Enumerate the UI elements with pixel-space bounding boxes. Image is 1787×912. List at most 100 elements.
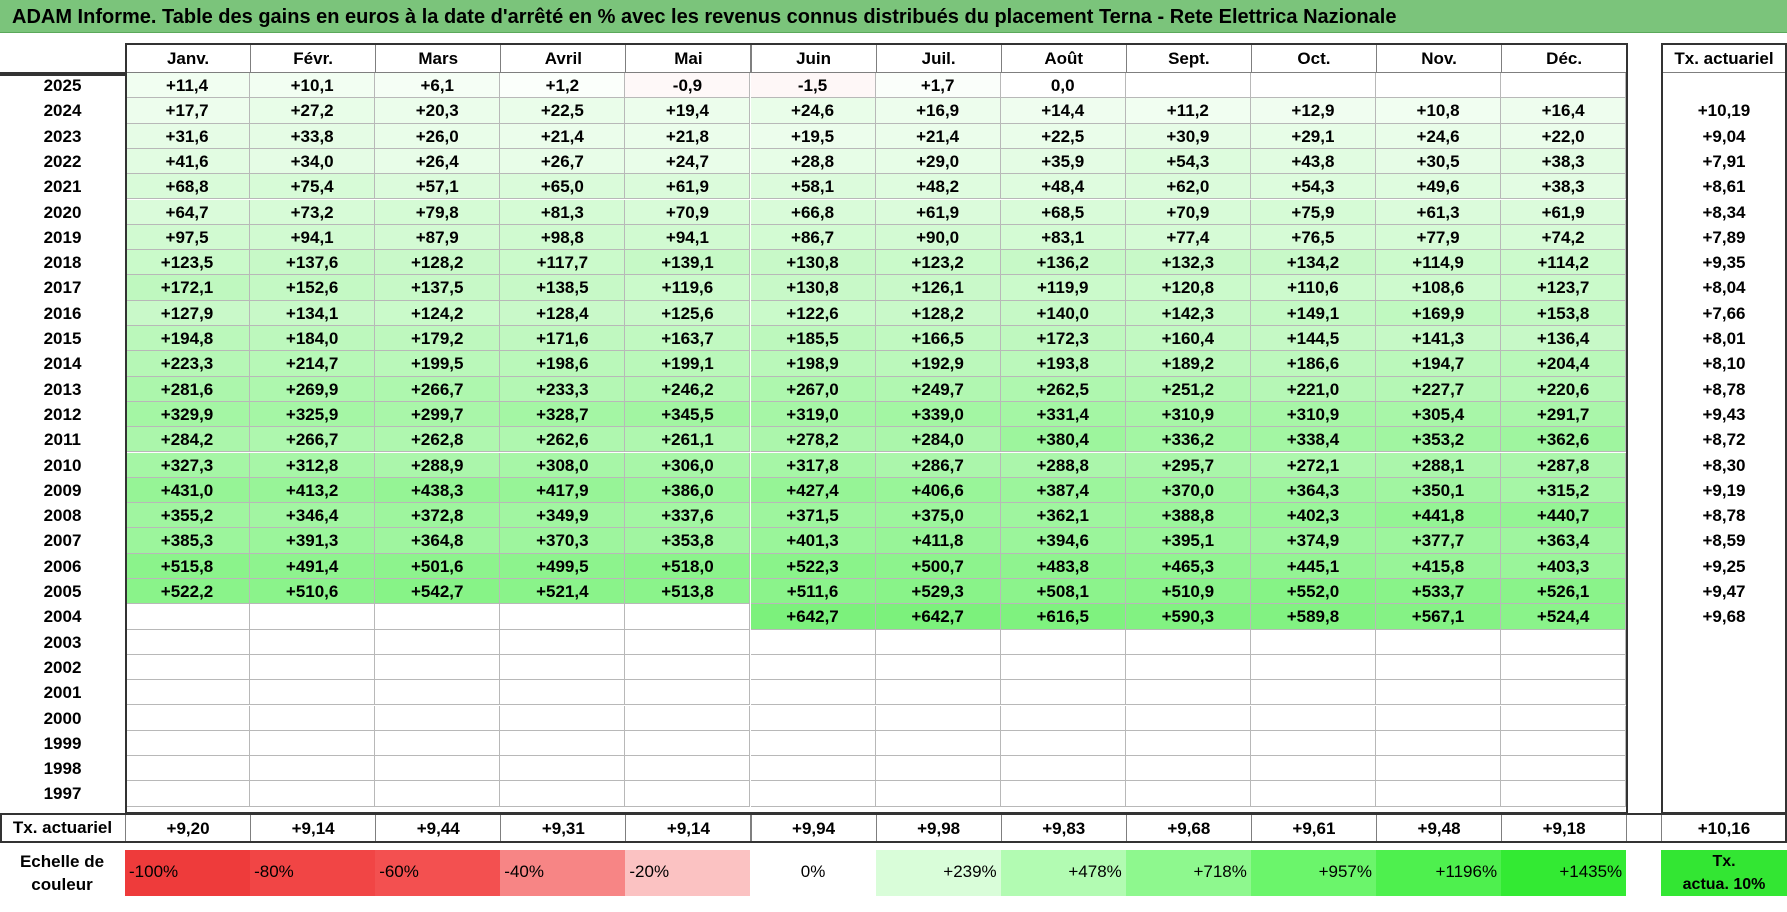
- table-cell: +542,7: [375, 579, 501, 605]
- table-cell: +49,6: [1376, 174, 1502, 200]
- table-cell: [750, 756, 876, 782]
- table-cell: +281,6: [125, 376, 251, 402]
- footer-cell: +9,61: [1250, 812, 1377, 843]
- table-cell: [125, 680, 251, 706]
- table-cell: +372,8: [375, 503, 501, 529]
- table-cell: +62,0: [1125, 174, 1251, 200]
- table-cell: +34,0: [250, 148, 376, 175]
- table-cell: +65,0: [500, 174, 626, 200]
- table-cell: [1501, 705, 1627, 731]
- table-cell: +526,1: [1501, 579, 1627, 605]
- table-cell: +350,1: [1376, 477, 1502, 504]
- table-cell: [375, 730, 501, 757]
- table-cell: +19,5: [750, 123, 876, 149]
- legend-actua-line2: actua. 10%: [1682, 876, 1766, 893]
- table-cell: +38,3: [1501, 148, 1627, 175]
- year-label: 2001: [43, 683, 82, 703]
- table-cell: +221,0: [1250, 376, 1376, 402]
- table-cell: [1376, 680, 1502, 706]
- table-cell: +21,8: [625, 123, 751, 149]
- table-cell: [1125, 629, 1251, 655]
- table-cell: +198,6: [500, 351, 626, 377]
- table-cell: +385,3: [125, 528, 251, 554]
- legend-actua-line1: Tx.: [1712, 853, 1736, 870]
- month-header: Oct.: [1250, 43, 1377, 73]
- table-cell: +319,0: [750, 401, 876, 428]
- table-cell: [750, 781, 876, 807]
- footer-cell: +9,31: [500, 812, 627, 843]
- legend-swatch: +478%: [1000, 850, 1126, 896]
- table-cell: +445,1: [1250, 553, 1376, 579]
- table-cell: +590,3: [1125, 604, 1251, 630]
- table-cell: +10,1: [250, 73, 376, 99]
- tx-cell: +9,25: [1702, 556, 1746, 576]
- legend-swatch: -60%: [375, 850, 501, 896]
- table-cell: +325,9: [250, 401, 376, 428]
- table-cell: +465,3: [1125, 553, 1251, 579]
- year-label: 2007: [43, 531, 82, 551]
- table-cell: [1501, 629, 1627, 655]
- table-cell: +119,6: [625, 275, 751, 301]
- table-cell: +287,8: [1501, 452, 1627, 478]
- table-cell: +26,7: [500, 148, 626, 175]
- table-cell: +220,6: [1501, 376, 1627, 402]
- table-cell: +362,1: [1000, 503, 1126, 529]
- table-cell: +94,1: [625, 224, 751, 251]
- table-cell: -1,5: [750, 73, 876, 99]
- table-cell: +413,2: [250, 477, 376, 504]
- table-cell: +284,2: [125, 427, 251, 453]
- table-cell: +194,7: [1376, 351, 1502, 377]
- table-cell: [375, 705, 501, 731]
- table-cell: +54,3: [1250, 174, 1376, 200]
- table-cell: [750, 629, 876, 655]
- year-label: 2016: [43, 303, 82, 323]
- table-cell: +345,5: [625, 401, 751, 428]
- table-cell: +22,5: [500, 98, 626, 124]
- table-cell: [1125, 756, 1251, 782]
- table-cell: [1000, 781, 1126, 807]
- table-cell: +122,6: [750, 300, 876, 326]
- table-cell: [1125, 73, 1251, 99]
- table-cell: +251,2: [1125, 376, 1251, 402]
- table-cell: +128,2: [875, 300, 1001, 326]
- table-cell: +315,2: [1501, 477, 1627, 504]
- table-cell: +33,8: [250, 123, 376, 149]
- footer-tx: +10,16: [1661, 812, 1787, 843]
- year-label: 2008: [43, 506, 82, 526]
- table-cell: [125, 781, 251, 807]
- legend-label-line1: Echelle de: [19, 852, 105, 871]
- table-cell: +518,0: [625, 553, 751, 579]
- table-cell: +184,0: [250, 326, 376, 352]
- table-cell: +524,4: [1501, 604, 1627, 630]
- table-cell: +513,8: [625, 579, 751, 605]
- table-cell: [500, 680, 626, 706]
- table-cell: [625, 654, 751, 681]
- table-cell: +388,8: [1125, 503, 1251, 529]
- table-cell: +134,1: [250, 300, 376, 326]
- legend-label-line2: couleur: [31, 875, 93, 894]
- table-cell: +483,8: [1000, 553, 1126, 579]
- table-cell: [875, 705, 1001, 731]
- table-cell: +394,6: [1000, 528, 1126, 554]
- table-cell: [750, 654, 876, 681]
- table-cell: [500, 756, 626, 782]
- legend-swatch: +957%: [1250, 850, 1376, 896]
- table-cell: [1501, 680, 1627, 706]
- table-cell: +364,3: [1250, 477, 1376, 504]
- table-cell: +310,9: [1250, 401, 1376, 428]
- table-cell: +370,0: [1125, 477, 1251, 504]
- table-cell: +160,4: [1125, 326, 1251, 352]
- table-cell: +153,8: [1501, 300, 1627, 326]
- table-cell: [125, 604, 251, 630]
- table-cell: +500,7: [875, 553, 1001, 579]
- table-cell: +552,0: [1250, 579, 1376, 605]
- table-cell: +262,8: [375, 427, 501, 453]
- tx-cell: +7,89: [1702, 227, 1746, 247]
- tx-cell: +9,68: [1702, 607, 1746, 627]
- table-cell: +136,4: [1501, 326, 1627, 352]
- year-label: 1998: [43, 759, 82, 779]
- table-cell: +124,2: [375, 300, 501, 326]
- table-cell: +567,1: [1376, 604, 1502, 630]
- table-cell: [375, 654, 501, 681]
- table-cell: +401,3: [750, 528, 876, 554]
